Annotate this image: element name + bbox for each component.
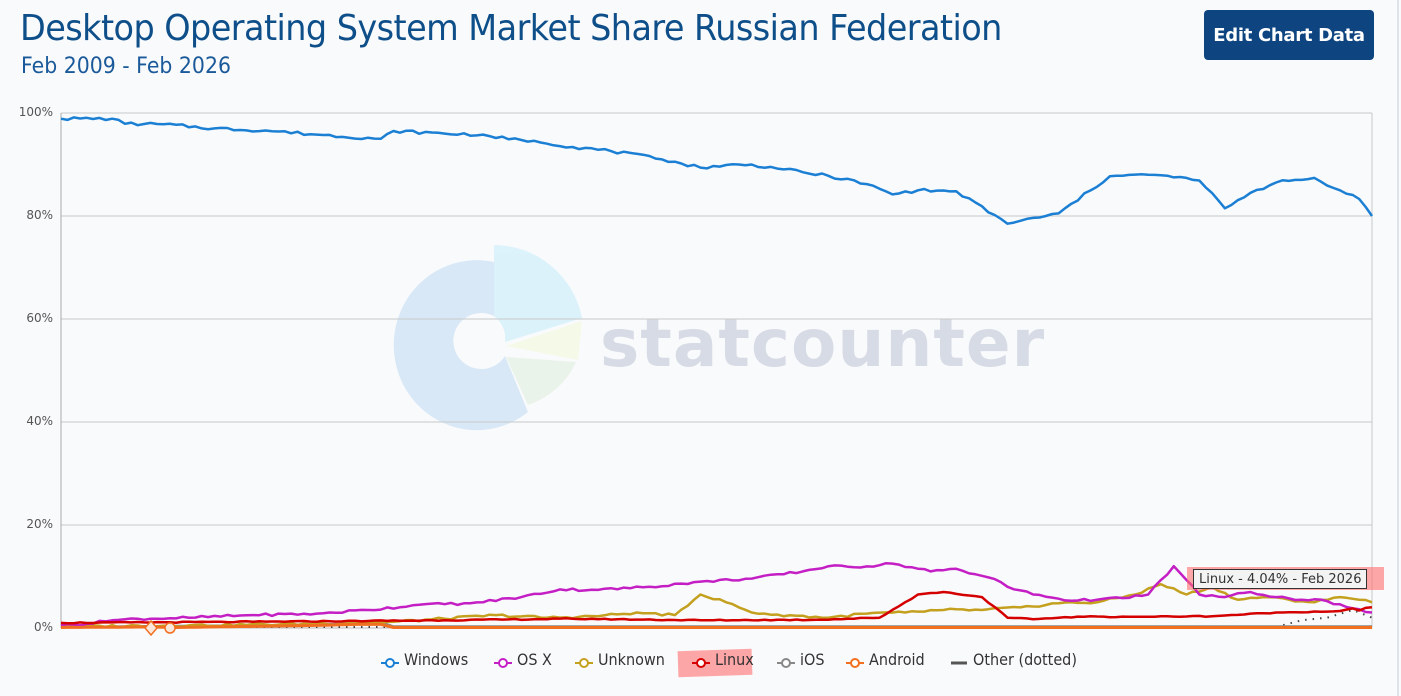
legend-item-other-dotted[interactable]: Other (dotted) (949, 650, 1089, 669)
line-chart: 100% 80% 60% 40% 20% 0% (0, 100, 1395, 696)
hover-tooltip: Linux - 4.04% - Feb 2026 (1193, 569, 1368, 589)
circle-marker-icon (493, 654, 513, 668)
series-windows[interactable] (60, 116, 1374, 225)
legend-item-ios[interactable]: iOS (776, 650, 827, 669)
chart-legend: Windows OS X Unknown Linux iOS Android Other (… (380, 650, 1106, 669)
date-range-subtitle: Feb 2009 - Feb 2026 (21, 54, 231, 79)
page-divider (1397, 0, 1399, 696)
android-point-marker[interactable] (164, 622, 176, 634)
y-tick-20: 20% (26, 517, 53, 531)
y-tick-80: 80% (26, 208, 53, 222)
point-markers (144, 619, 176, 637)
y-tick-60: 60% (26, 311, 53, 325)
circle-marker-icon (380, 654, 400, 668)
legend-label: Unknown (598, 650, 666, 669)
circle-marker-icon (845, 654, 865, 668)
legend-label: iOS (799, 650, 825, 669)
edit-chart-data-button[interactable]: Edit Chart Data (1204, 10, 1374, 60)
line-marker-icon (949, 654, 969, 666)
watermark-text: statcounter (600, 305, 1046, 382)
circle-marker-icon (776, 654, 796, 668)
series-linux[interactable] (60, 590, 1373, 625)
circle-marker-icon (691, 654, 711, 668)
series-os-x[interactable] (60, 561, 1373, 627)
legend-item-os-x[interactable]: OS X (493, 650, 556, 669)
statcounter-logo-icon (393, 245, 582, 431)
series-lines (60, 116, 1374, 629)
legend-item-unknown[interactable]: Unknown (574, 650, 672, 669)
legend-label: Windows (404, 650, 469, 669)
legend-label: Linux (714, 650, 754, 669)
y-tick-0: 0% (33, 620, 53, 634)
circle-marker-icon (574, 654, 594, 668)
legend-item-linux[interactable]: Linux (691, 650, 758, 669)
android-point-marker[interactable] (144, 619, 158, 637)
legend-label: Android (868, 650, 925, 669)
y-tick-100: 100% (18, 105, 53, 119)
legend-item-windows[interactable]: Windows (380, 650, 475, 669)
legend-item-android[interactable]: Android (845, 650, 931, 669)
series-android[interactable] (60, 622, 1372, 629)
legend-label: Other (dotted) (972, 650, 1077, 669)
y-tick-40: 40% (26, 414, 53, 428)
page-title: Desktop Operating System Market Share Ru… (20, 8, 1002, 49)
legend-label: OS X (517, 650, 553, 669)
